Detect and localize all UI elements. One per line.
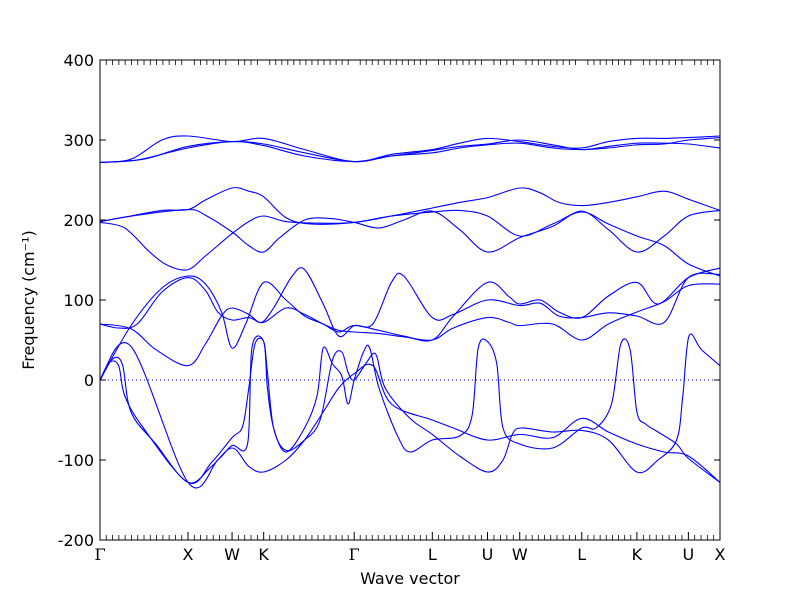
band-line-4	[100, 187, 720, 225]
plot-border	[99, 59, 721, 541]
band-line-2	[100, 139, 720, 163]
y-tick-label: 100	[63, 291, 94, 310]
x-tick-label-5: L	[428, 545, 437, 564]
y-tick-label: 0	[84, 371, 94, 390]
band-line-7	[100, 267, 720, 381]
bands-layer	[100, 135, 720, 489]
band-line-9	[100, 277, 720, 341]
band-line-8	[100, 267, 720, 367]
band-line-11	[100, 333, 720, 485]
x-tick-label-3: K	[258, 545, 269, 564]
y-tick-label: 200	[63, 211, 94, 230]
band-line-3	[100, 137, 720, 163]
x-tick-label-1: X	[183, 545, 194, 564]
x-tick-label-8: L	[577, 545, 586, 564]
y-tick-label: -200	[58, 531, 94, 550]
y-axis-label: Frequency (cm⁻¹)	[19, 230, 38, 369]
x-tick-label-6: U	[482, 545, 494, 564]
x-tick-label-9: K	[632, 545, 643, 564]
x-tick-label-11: X	[715, 545, 726, 564]
band-line-12	[100, 335, 720, 489]
band-line-6	[100, 209, 720, 277]
x-tick-label-0: Γ	[94, 545, 105, 564]
y-tick-label: 400	[63, 51, 94, 70]
x-axis-label: Wave vector	[360, 569, 460, 588]
y-tick-label: -100	[58, 451, 94, 470]
x-tick-label-10: U	[683, 545, 695, 564]
y-tick-label: 300	[63, 131, 94, 150]
band-line-10	[100, 356, 720, 484]
x-tick-label-2: W	[224, 545, 240, 564]
x-tick-label-4: Γ	[349, 545, 360, 564]
y-axis-ticks: -200 -100 0 100 200 300 400	[58, 51, 720, 550]
plot-frame	[99, 59, 721, 541]
x-tick-label-7: W	[512, 545, 528, 564]
band-line-5	[100, 209, 720, 253]
band-line-1	[100, 135, 720, 163]
